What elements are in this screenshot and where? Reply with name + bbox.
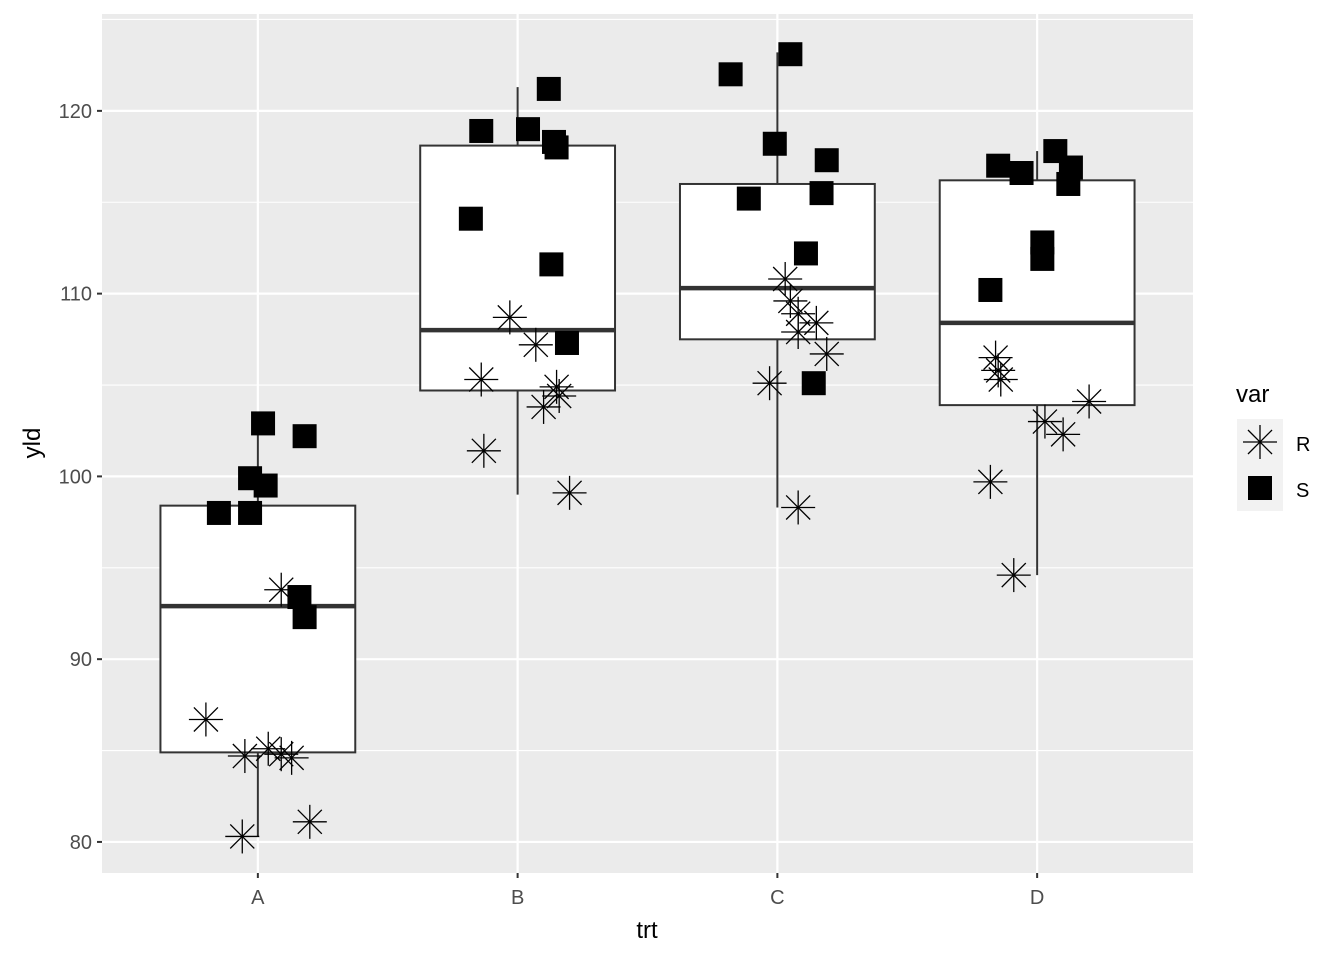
point-s <box>978 277 1003 302</box>
point-s <box>736 186 761 211</box>
point-r <box>768 262 803 297</box>
point-s <box>554 330 579 355</box>
point-r <box>1072 384 1107 419</box>
point-r <box>781 490 816 525</box>
legend-asterisk <box>1243 425 1277 459</box>
point-s <box>251 411 276 436</box>
point-r <box>809 336 844 371</box>
point-r <box>274 740 309 775</box>
x-axis: A B C D <box>251 873 1044 909</box>
point-r <box>492 300 527 335</box>
point-s <box>287 585 312 610</box>
point-s <box>793 241 818 266</box>
point-r <box>983 362 1018 397</box>
y-axis-title: yld <box>19 428 46 459</box>
point-r <box>292 804 327 839</box>
points-layer <box>188 42 1107 854</box>
point-s <box>536 76 561 101</box>
point-s <box>253 473 278 498</box>
x-tick-label: C <box>770 887 784 909</box>
point-s <box>814 148 839 173</box>
x-tick-label: B <box>511 887 524 909</box>
box <box>159 504 357 754</box>
box <box>938 179 1136 407</box>
point-r <box>466 433 501 468</box>
point-s <box>986 153 1011 178</box>
point-s <box>292 605 317 630</box>
point-r <box>978 340 1013 375</box>
x-axis-title: trt <box>636 917 658 944</box>
point-r <box>781 315 816 350</box>
point-r <box>518 327 553 362</box>
point-s <box>238 500 263 525</box>
x-tick-label: D <box>1030 887 1044 909</box>
point-s <box>292 424 317 449</box>
point-r <box>225 819 260 854</box>
legend-label-r: R <box>1296 434 1310 456</box>
point-s <box>1056 171 1081 196</box>
point-s <box>1030 246 1055 271</box>
point-r <box>1027 404 1062 439</box>
point-r <box>264 737 299 772</box>
point-r <box>251 731 286 766</box>
point-r <box>773 283 808 318</box>
point-r <box>1046 417 1081 452</box>
x-tick-label: A <box>251 887 265 909</box>
point-r <box>227 739 262 774</box>
point-r <box>188 702 223 737</box>
point-r <box>552 475 587 510</box>
legend-label-s: S <box>1296 480 1309 502</box>
y-tick-label: 80 <box>70 832 92 854</box>
point-r <box>526 389 561 424</box>
point-r <box>542 378 577 413</box>
point-s <box>718 62 743 87</box>
point-r <box>464 362 499 397</box>
point-s <box>469 118 494 143</box>
point-s <box>801 371 826 396</box>
point-s <box>458 206 483 231</box>
point-s <box>516 117 541 142</box>
point-s <box>778 42 803 67</box>
point-s <box>809 181 834 206</box>
box <box>678 182 876 341</box>
box <box>419 144 617 392</box>
point-s <box>544 135 569 160</box>
y-axis: 80 90 100 110 120 <box>59 101 102 854</box>
y-tick-label: 90 <box>70 649 92 671</box>
point-s <box>762 131 787 156</box>
y-tick-label: 100 <box>59 466 92 488</box>
y-tick-label: 120 <box>59 101 92 123</box>
point-s <box>1009 161 1034 186</box>
point-s <box>206 500 231 525</box>
point-r <box>799 305 834 340</box>
legend-key-s-square-icon <box>1248 476 1272 500</box>
point-r <box>996 558 1031 593</box>
legend: var R S <box>1236 381 1310 511</box>
legend-key-r-asterisk-icon <box>1243 425 1277 459</box>
point-r <box>752 366 787 401</box>
point-r <box>973 464 1008 499</box>
legend-title: var <box>1236 381 1269 408</box>
point-s <box>539 252 564 277</box>
y-tick-label: 110 <box>60 284 92 306</box>
